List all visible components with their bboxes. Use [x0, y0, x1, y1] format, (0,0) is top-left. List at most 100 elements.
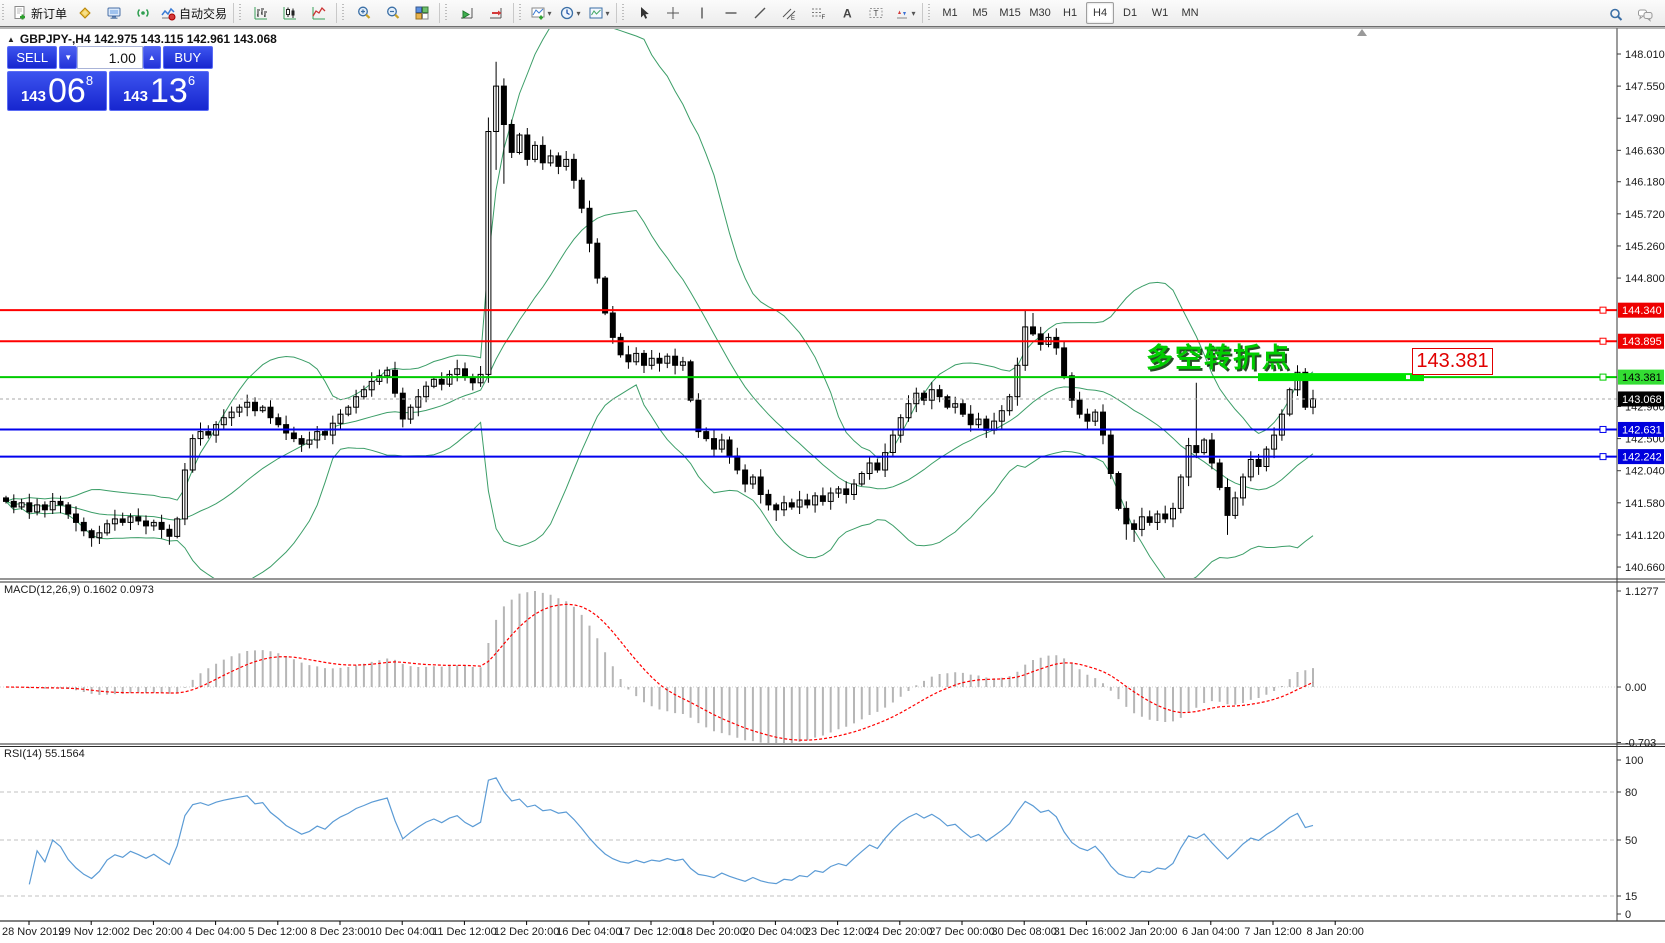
text-label-button[interactable]: T [861, 1, 890, 26]
horizontal-line-button[interactable] [716, 1, 745, 26]
trend-icon [754, 7, 766, 19]
candlestick-chart-button[interactable] [275, 1, 304, 26]
terminal-button[interactable] [99, 1, 128, 26]
fibo-icon: F [811, 8, 825, 21]
sell-price-button[interactable]: 143 06 8 [7, 71, 107, 111]
zoom-out-button[interactable] [378, 1, 407, 26]
svg-text:-0.703: -0.703 [1625, 738, 1656, 750]
auto-trading-button[interactable]: 自动交易 [157, 1, 230, 26]
crosshair-icon [666, 7, 679, 19]
bars-icon [254, 7, 267, 20]
search-icon [1609, 8, 1622, 21]
line-handle[interactable] [1406, 375, 1410, 380]
macd-label: MACD(12,26,9) 0.1602 0.0973 [4, 584, 154, 596]
timeframe-m5-button[interactable]: M5 [972, 7, 988, 19]
timeframe-d1-button[interactable]: D1 [1123, 7, 1138, 19]
one-click-toggle-icon[interactable]: ▲ [7, 34, 15, 44]
main-price-panel[interactable] [3, 9, 1316, 586]
svg-text:16 Dec 04:00: 16 Dec 04:00 [556, 926, 621, 938]
bar-chart-button[interactable] [246, 1, 275, 26]
highlight-segment[interactable] [1258, 373, 1424, 382]
chevron-down-icon: ▾ [605, 8, 610, 18]
symbol-header: ▲ GBPJPY-,H4 142.975 143.115 142.961 143… [7, 32, 277, 46]
toolbar-grip [2, 4, 6, 22]
market-watch-button[interactable] [70, 1, 99, 26]
svg-text:145.260: 145.260 [1625, 241, 1665, 253]
sell-price-prefix: 143 [20, 88, 46, 105]
timeframe-h4-button[interactable]: H4 [1086, 2, 1115, 24]
volume-increase-button[interactable]: ▲ [142, 46, 161, 69]
search-button[interactable] [1601, 2, 1630, 27]
trendline-button[interactable] [745, 1, 774, 26]
buy-price-sup: 6 [187, 73, 196, 88]
autoscroll-icon [460, 8, 473, 19]
buy-price-button[interactable]: 143 13 6 [109, 71, 209, 111]
svg-text:143.381: 143.381 [1622, 372, 1662, 384]
crosshair-button[interactable] [658, 1, 687, 26]
fibonacci-button[interactable]: F [803, 1, 832, 26]
svg-text:147.090: 147.090 [1625, 113, 1665, 125]
vertical-line-button[interactable] [687, 1, 716, 26]
text-button[interactable]: A [832, 1, 861, 26]
svg-text:0.00: 0.00 [1625, 682, 1646, 694]
axis-label-142.631 [1618, 421, 1664, 437]
line-chart-button[interactable] [304, 1, 333, 26]
auto-scroll-button[interactable] [452, 1, 481, 26]
timeframe-m30-button[interactable]: M30 [1029, 7, 1051, 19]
arrowsobj-icon [896, 10, 907, 19]
signals-button[interactable] [128, 1, 157, 26]
svg-text:A: A [843, 7, 852, 21]
timeframe-mn-button[interactable]: MN [1181, 7, 1199, 19]
arrows-button[interactable]: ▾ [890, 1, 919, 26]
chat-button[interactable] [1630, 2, 1659, 27]
svg-text:T: T [873, 9, 878, 18]
periods-button[interactable]: ▾ [555, 1, 584, 26]
toolbar-separator [336, 3, 338, 23]
timeframe-m1-button[interactable]: M1 [942, 7, 958, 19]
buy-button[interactable]: BUY [162, 46, 213, 69]
tile-windows-button[interactable] [407, 1, 436, 26]
svg-text:2 Jan 20:00: 2 Jan 20:00 [1120, 926, 1178, 938]
current-price-label [1618, 391, 1664, 407]
zoom-in-button[interactable] [349, 1, 378, 26]
buy-price-big: 13 [149, 72, 188, 110]
chevron-down-icon: ▾ [911, 8, 916, 18]
volume-input[interactable]: 1.00 [77, 46, 143, 69]
line-handle[interactable] [1599, 337, 1607, 345]
line-handle[interactable] [1599, 453, 1607, 461]
svg-text:27 Dec 00:00: 27 Dec 00:00 [929, 926, 994, 938]
line-handle[interactable] [1599, 373, 1607, 381]
price-flag-label[interactable]: 143.381 [1412, 348, 1493, 375]
sell-button[interactable]: SELL [7, 46, 58, 69]
new-order-button[interactable]: 新订单 [9, 1, 70, 26]
equidistant-channel-button[interactable]: E [774, 1, 803, 26]
timeframe-m15-button[interactable]: M15 [999, 7, 1021, 19]
line-handle[interactable] [1599, 306, 1607, 314]
toolbar-separator [439, 3, 441, 23]
signal-icon [136, 8, 149, 18]
svg-text:146.180: 146.180 [1625, 177, 1665, 189]
chart-shift-button[interactable] [481, 1, 510, 26]
indicators-button[interactable]: ▾ [526, 1, 555, 26]
svg-text:143.068: 143.068 [1622, 394, 1662, 406]
chart-shift-marker[interactable] [1357, 29, 1367, 36]
timeframe-h1-button[interactable]: H1 [1063, 7, 1078, 19]
chart-annotation-text[interactable]: 多空转折点 [1146, 343, 1291, 373]
toolbar-grip [622, 4, 627, 22]
svg-text:140.660: 140.660 [1625, 562, 1665, 574]
svg-text:144.340: 144.340 [1622, 305, 1662, 317]
templates-button[interactable]: ▾ [584, 1, 613, 26]
volume-decrease-button[interactable]: ▼ [59, 46, 78, 69]
hline-icon [725, 12, 737, 14]
cursor-button[interactable] [629, 1, 658, 26]
template-icon [589, 7, 603, 19]
gold-icon [78, 7, 91, 19]
svg-text:F: F [821, 15, 825, 21]
line-handle[interactable] [1599, 425, 1607, 433]
timeframe-w1-button[interactable]: W1 [1151, 7, 1169, 19]
svg-text:145.720: 145.720 [1625, 209, 1665, 221]
toolbar-separator [616, 3, 618, 23]
sell-price-sup: 8 [85, 73, 94, 88]
